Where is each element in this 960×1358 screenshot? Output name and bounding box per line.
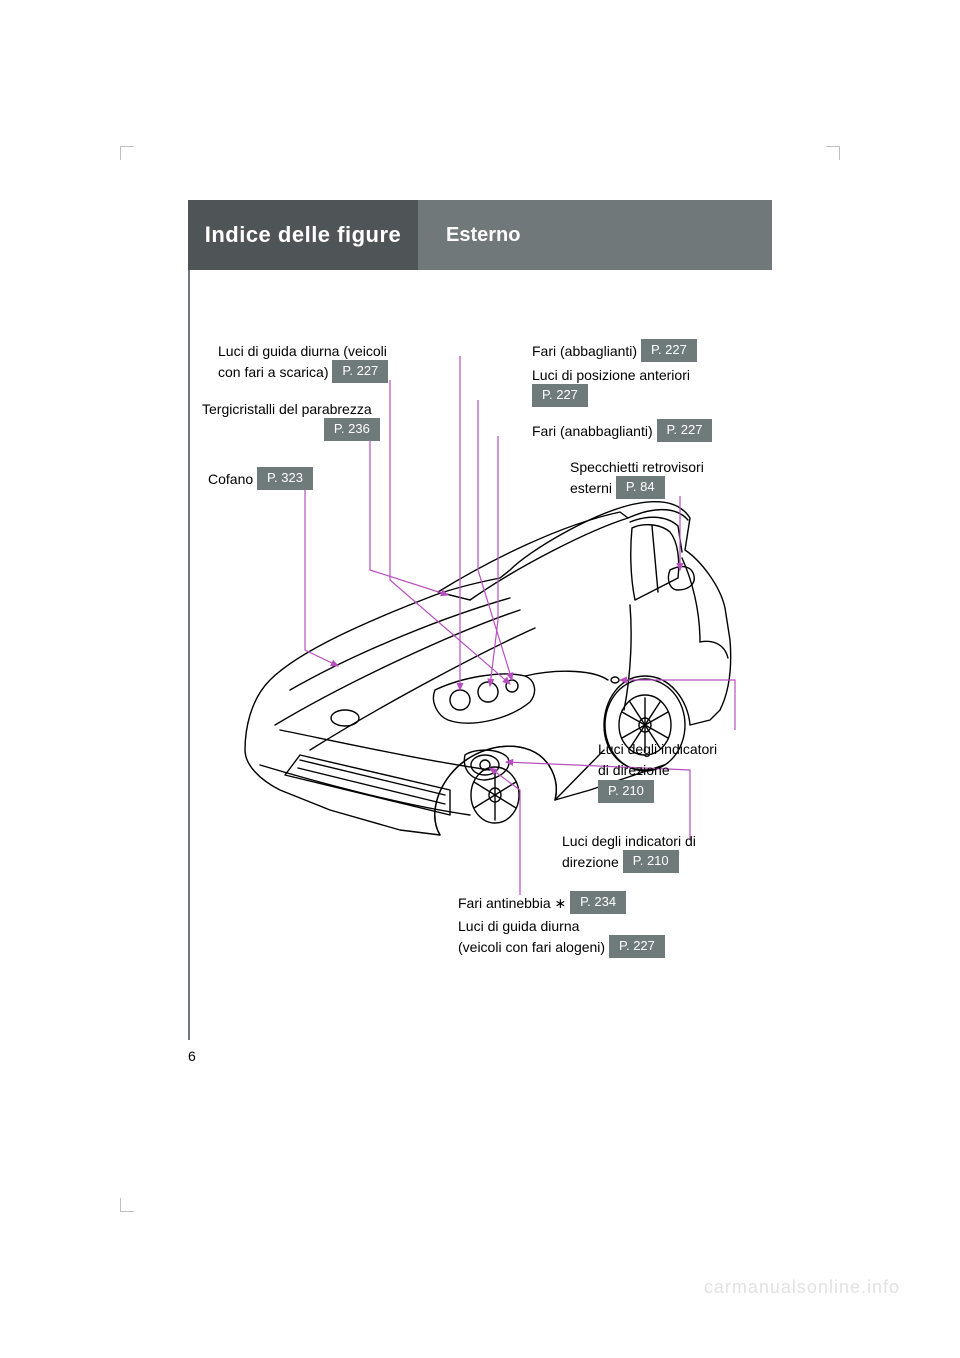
page-ref-badge[interactable]: P. 234	[570, 891, 626, 914]
header-title-left: Indice delle figure	[188, 200, 418, 270]
page-ref-badge[interactable]: P. 227	[532, 384, 588, 407]
crop-mark-bl	[120, 1198, 134, 1212]
label: esterni	[570, 481, 612, 497]
content-frame: Indice delle figure Esterno	[188, 200, 772, 1040]
page-ref-badge[interactable]: P. 227	[641, 339, 697, 362]
callout-drl-discharge: Luci di guida diurna (veicoli con fari a…	[218, 340, 428, 384]
page-ref-badge[interactable]: P. 227	[657, 419, 713, 442]
callout-fog-and-drl-halogen: Fari antinebbia ∗ P. 234 Luci di guida d…	[458, 892, 738, 959]
label: Luci degli indicatori	[598, 741, 717, 757]
diagram-area: Luci di guida diurna (veicoli con fari a…	[188, 270, 772, 1040]
label: direzione	[562, 855, 619, 871]
page-ref-badge[interactable]: P. 323	[257, 467, 313, 490]
label: Specchietti retrovisori	[570, 459, 704, 475]
page-ref-badge[interactable]: P. 210	[598, 780, 654, 803]
label: Luci degli indicatori di	[562, 833, 696, 849]
label-drl-halogen-1: Luci di guida diurna	[458, 918, 579, 934]
callout-low-beam: Fari (anabbaglianti) P. 227	[532, 420, 712, 443]
crop-mark-tl	[120, 146, 134, 160]
page-ref-badge[interactable]: P. 210	[623, 850, 679, 873]
label: Luci di guida diurna (veicoli	[218, 343, 387, 359]
label: Fari (anabbaglianti)	[532, 423, 653, 439]
callout-wipers: Tergicristalli del parabrezza P. 236	[202, 398, 412, 442]
footnote-star: ∗	[555, 895, 567, 911]
page-ref-badge[interactable]: P. 227	[609, 935, 665, 958]
page-ref-badge[interactable]: P. 236	[324, 418, 380, 441]
header-row: Indice delle figure Esterno	[188, 200, 772, 270]
page: Indice delle figure Esterno	[0, 0, 960, 1358]
callout-turn-side: Luci degli indicatori di direzione P. 21…	[598, 738, 758, 804]
header-title-right: Esterno	[418, 200, 772, 270]
page-ref-badge[interactable]: P. 227	[332, 360, 388, 383]
callout-turn-front: Luci degli indicatori di direzione P. 21…	[562, 830, 752, 874]
watermark: carmanualsonline.info	[704, 1277, 900, 1298]
page-number: 6	[188, 1048, 196, 1064]
label: Cofano	[208, 471, 253, 487]
label: Fari (abbaglianti)	[532, 343, 637, 359]
callout-high-beam: Fari (abbaglianti) P. 227	[532, 340, 697, 363]
label-fog: Fari antinebbia	[458, 895, 555, 911]
label-drl-halogen-2: (veicoli con fari alogeni)	[458, 939, 605, 955]
label: di direzione	[598, 763, 670, 779]
callout-front-pos: Luci di posizione anteriori P. 227	[532, 364, 690, 408]
callout-hood: Cofano P. 323	[208, 468, 313, 491]
label: con fari a scarica)	[218, 365, 328, 381]
page-ref-badge[interactable]: P. 84	[616, 476, 665, 499]
crop-mark-tr	[826, 146, 840, 160]
callout-mirrors: Specchietti retrovisori esterni P. 84	[570, 456, 760, 500]
label: Luci di posizione anteriori	[532, 367, 690, 383]
label: Tergicristalli del parabrezza	[202, 401, 372, 417]
